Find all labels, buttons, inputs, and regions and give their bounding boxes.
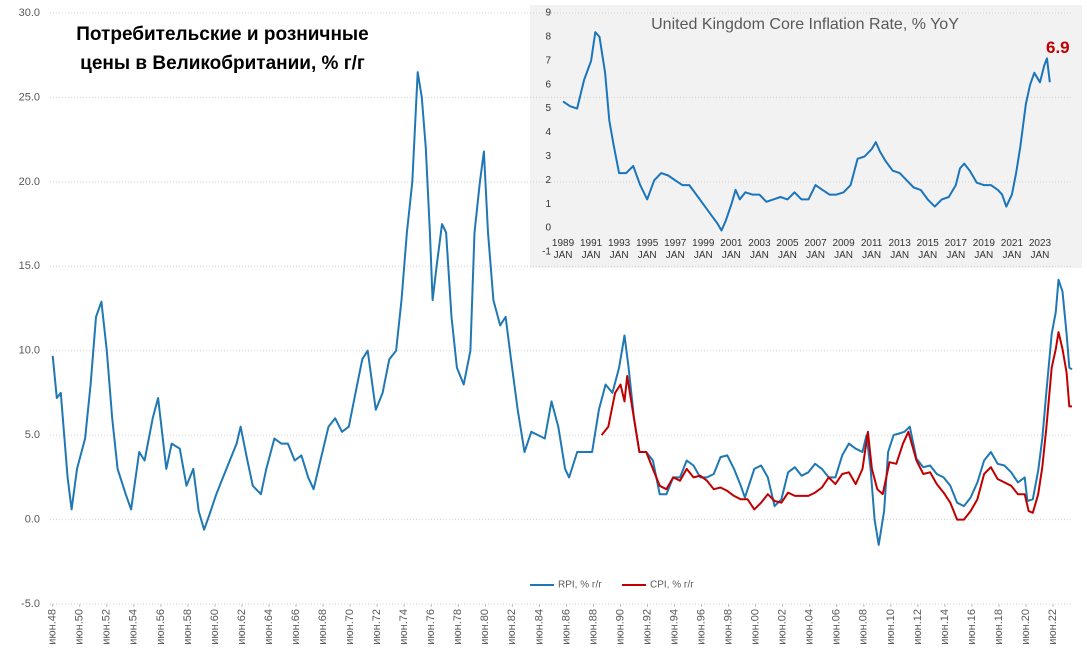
x-tick-label: июн.10 xyxy=(885,609,897,645)
x-tick-label: июн.86 xyxy=(560,609,572,645)
x-tick-label: июн.08 xyxy=(858,609,870,645)
x-tick-label: 1993 JAN xyxy=(608,238,631,261)
y-tick-label: -5.0 xyxy=(21,598,40,610)
x-tick-label: 1989 JAN xyxy=(551,238,575,261)
legend-label: RPI, % г/г xyxy=(558,580,602,591)
x-tick-label: июн.60 xyxy=(209,609,221,645)
x-tick-label: 2009 JAN xyxy=(832,238,855,261)
x-tick-label: июн.58 xyxy=(182,609,194,645)
x-tick-label: июн.78 xyxy=(452,609,464,645)
x-tick-label: 2011 JAN xyxy=(860,238,883,261)
x-tick-label: июн.16 xyxy=(966,609,978,645)
y-tick-label: 0 xyxy=(545,223,551,234)
y-tick-label: 4 xyxy=(545,127,551,138)
x-tick-label: июн.50 xyxy=(74,609,86,645)
x-tick-label: июн.56 xyxy=(155,609,167,645)
x-tick-label: июн.70 xyxy=(344,609,356,645)
y-tick-label: 20.0 xyxy=(19,176,40,188)
y-tick-label: 5.0 xyxy=(25,429,40,441)
x-tick-label: июн.64 xyxy=(263,609,275,645)
x-tick-label: июн.22 xyxy=(1047,609,1059,645)
x-tick-label: июн.72 xyxy=(371,609,383,645)
y-tick-label: -1 xyxy=(542,247,551,258)
x-tick-label: июн.66 xyxy=(290,609,302,645)
inset-background xyxy=(530,5,1082,268)
y-tick-label: 30.0 xyxy=(19,7,40,19)
data-line xyxy=(562,31,1051,232)
x-tick-label: июн.76 xyxy=(425,609,437,645)
y-tick-label: 25.0 xyxy=(19,91,40,103)
x-tick-label: июн.12 xyxy=(912,609,924,645)
x-tick-label: июн.74 xyxy=(398,609,410,645)
x-tick-label: 1991 JAN xyxy=(579,238,603,261)
x-tick-label: июн.96 xyxy=(695,609,707,645)
x-tick-label: июн.82 xyxy=(506,609,518,645)
x-tick-label: июн.62 xyxy=(236,609,248,645)
x-tick-label: 2015 JAN xyxy=(916,238,939,261)
x-tick-label: июн.94 xyxy=(668,609,680,645)
x-tick-label: июн.68 xyxy=(317,609,329,645)
x-tick-label: 2013 JAN xyxy=(888,238,911,261)
x-tick-label: июн.88 xyxy=(587,609,599,645)
x-tick-label: июн.54 xyxy=(128,609,140,645)
x-tick-label: июн.06 xyxy=(831,609,843,645)
x-tick-label: июн.04 xyxy=(804,609,816,645)
x-tick-label: июн.52 xyxy=(101,609,113,645)
x-tick-label: 2021 JAN xyxy=(1000,238,1024,261)
x-tick-label: 1999 JAN xyxy=(692,238,715,261)
x-tick-label: 1997 JAN xyxy=(664,238,687,261)
x-tick-label: июн.18 xyxy=(993,609,1005,645)
legend-label: CPI, % г/г xyxy=(650,580,694,591)
y-tick-label: 7 xyxy=(545,55,551,66)
y-tick-label: 1 xyxy=(545,199,551,210)
x-tick-label: 2007 JAN xyxy=(804,238,827,261)
x-tick-label: 2019 JAN xyxy=(972,238,995,261)
x-tick-label: июн.98 xyxy=(723,609,735,645)
x-tick-label: июн.92 xyxy=(641,609,653,645)
y-tick-label: 3 xyxy=(545,151,551,162)
annotation: 6.9 xyxy=(1046,38,1070,57)
x-tick-label: июн.80 xyxy=(479,609,491,645)
y-tick-label: 8 xyxy=(545,32,551,43)
y-tick-label: 15.0 xyxy=(19,260,40,272)
y-tick-label: 10.0 xyxy=(19,345,40,357)
x-tick-label: 2017 JAN xyxy=(944,238,967,261)
x-tick-label: 2001 JAN xyxy=(720,238,743,261)
x-tick-label: июн.84 xyxy=(533,609,545,645)
x-tick-label: июн.90 xyxy=(614,609,626,645)
x-tick-label: июн.20 xyxy=(1020,609,1032,645)
y-tick-label: 5 xyxy=(545,103,551,114)
x-tick-label: 1995 JAN xyxy=(636,238,659,261)
y-tick-label: 2 xyxy=(545,175,551,186)
x-tick-label: июн.48 xyxy=(47,609,59,645)
x-tick-label: июн.00 xyxy=(750,609,762,645)
y-tick-label: 0.0 xyxy=(25,513,40,525)
data-line xyxy=(600,331,1072,521)
inset-title: United Kingdom Core Inflation Rate, % Yo… xyxy=(651,16,959,33)
y-tick-label: 6 xyxy=(545,79,551,90)
x-tick-label: 2023 JAN xyxy=(1028,238,1052,261)
y-tick-label: 9 xyxy=(545,8,551,19)
chart-title: Потребительские и розничные цены в Велик… xyxy=(76,24,369,74)
x-tick-label: июн.14 xyxy=(939,609,951,645)
x-tick-label: 2003 JAN xyxy=(748,238,771,261)
x-tick-label: 2005 JAN xyxy=(776,238,799,261)
x-tick-label: июн.02 xyxy=(777,609,789,645)
